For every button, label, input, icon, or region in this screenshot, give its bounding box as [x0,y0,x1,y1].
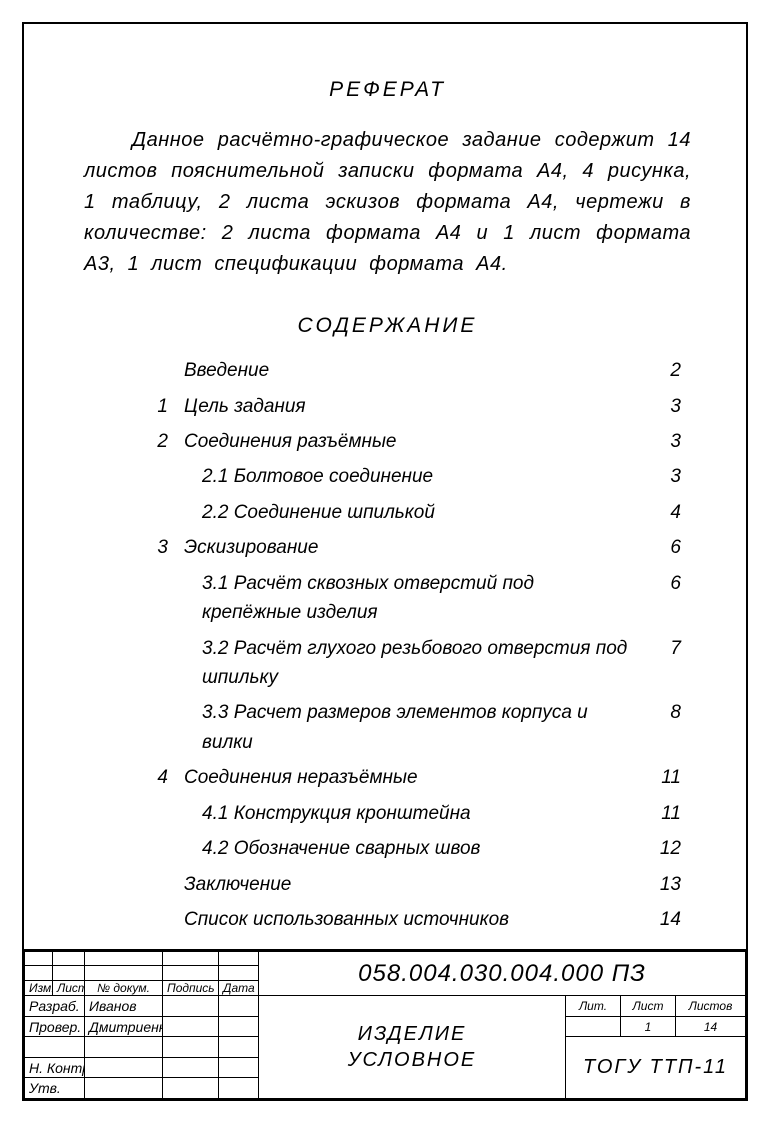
toc-row: 3.1 Расчёт сквозных отверстий под крепёж… [144,569,681,628]
name-razrab: Иванов [85,996,163,1017]
listov-label: Листов [676,996,746,1017]
drawing-code: 058.004.030.004.000 ПЗ [259,952,746,996]
toc-num: 3 [144,533,184,562]
toc-page: 6 [641,569,681,598]
toc-row: 3.3 Расчет размеров элементов корпуса и … [144,698,681,757]
toc-row: 3.2 Расчёт глухого резьбового отверстия … [144,634,681,693]
toc-title: СОДЕРЖАНИЕ [84,310,691,343]
toc-num: 2 [144,427,184,456]
hdr-izm: Изм. [25,980,53,995]
toc-list: Введение21Цель задания32Соединения разъё… [144,356,681,934]
listov-value: 14 [676,1016,746,1037]
hdr-ndok: № докум. [85,980,163,995]
toc-page: 7 [641,634,681,663]
toc-row: Список использованных источников14 [144,905,681,934]
toc-page: 3 [641,427,681,456]
toc-text: 2.1 Болтовое соединение [184,462,641,491]
toc-page: 11 [641,763,681,792]
toc-text: Соединения неразъёмные [184,763,641,792]
toc-row: 3Эскизирование6 [144,533,681,562]
toc-text: 3.3 Расчет размеров элементов корпуса и … [184,698,641,757]
product-line1: ИЗДЕЛИЕ [358,1023,467,1045]
content-area: РЕФЕРАТ Данное расчётно-графическое зада… [84,74,691,941]
name-prover: Дмитриенко [85,1016,163,1037]
toc-page: 11 [641,799,681,828]
toc-row: 2.1 Болтовое соединение3 [144,462,681,491]
toc-row: 4.1 Конструкция кронштейна11 [144,799,681,828]
product-name: ИЗДЕЛИЕ УСЛОВНОЕ [259,996,566,1099]
toc-text: 3.2 Расчёт глухого резьбового отверстия … [184,634,641,693]
list-label: Лист [621,996,676,1017]
toc-page: 13 [641,870,681,899]
toc-page: 3 [641,392,681,421]
abstract-text: Данное расчётно-графическое задание соде… [84,125,691,280]
toc-num: 1 [144,392,184,421]
stamp-table: 058.004.030.004.000 ПЗ Изм. Лист № докум… [24,951,746,1099]
hdr-podp: Подпись [163,980,219,995]
toc-page: 12 [641,834,681,863]
toc-text: Соединения разъёмные [184,427,641,456]
toc-page: 8 [641,698,681,727]
abstract-body: Данное расчётно-графическое задание соде… [84,125,691,280]
hdr-list: Лист [53,980,85,995]
toc-row: 1Цель задания3 [144,392,681,421]
toc-num: 4 [144,763,184,792]
toc-page: 6 [641,533,681,562]
toc-row: 4.2 Обозначение сварных швов12 [144,834,681,863]
role-utv: Утв. [25,1078,85,1099]
hdr-data: Дата [219,980,259,995]
toc-text: 4.2 Обозначение сварных швов [184,834,641,863]
role-prover: Провер. [25,1016,85,1037]
toc-page: 14 [641,905,681,934]
lit-label: Лит. [566,996,621,1017]
toc-text: Список использованных источников [184,905,641,934]
toc-text: 3.1 Расчёт сквозных отверстий под крепёж… [184,569,641,628]
toc-row: 4Соединения неразъёмные11 [144,763,681,792]
list-value: 1 [621,1016,676,1037]
product-line2: УСЛОВНОЕ [348,1049,477,1071]
toc-text: Заключение [184,870,641,899]
toc-text: 4.1 Конструкция кронштейна [184,799,641,828]
role-razrab: Разраб. [25,996,85,1017]
toc-text: Цель задания [184,392,641,421]
toc-text: 2.2 Соединение шпилькой [184,498,641,527]
abstract-title: РЕФЕРАТ [84,74,691,107]
toc-row: Введение2 [144,356,681,385]
toc-page: 4 [641,498,681,527]
role-nkontr: Н. Контр. [25,1057,85,1078]
toc-page: 3 [641,462,681,491]
toc-page: 2 [641,356,681,385]
toc-text: Эскизирование [184,533,641,562]
toc-row: Заключение13 [144,870,681,899]
toc-text: Введение [184,356,641,385]
organization: ТОГУ ТТП-11 [566,1037,746,1099]
title-block: 058.004.030.004.000 ПЗ Изм. Лист № докум… [24,949,746,1099]
toc-row: 2.2 Соединение шпилькой4 [144,498,681,527]
page-frame: РЕФЕРАТ Данное расчётно-графическое зада… [22,22,748,1101]
toc-row: 2Соединения разъёмные3 [144,427,681,456]
